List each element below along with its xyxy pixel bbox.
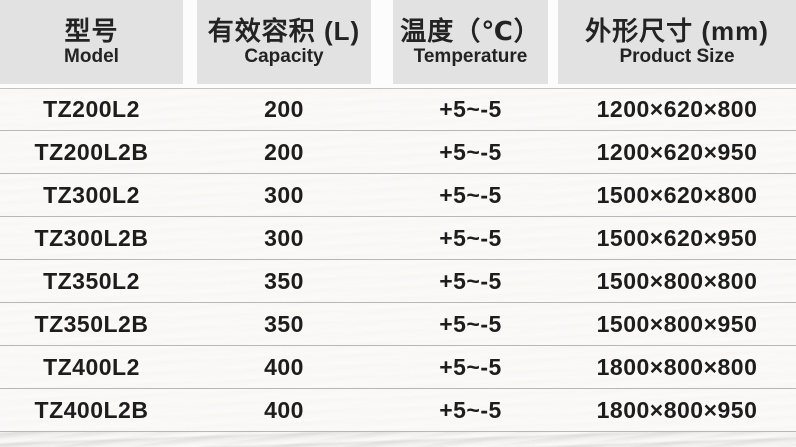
table-row: TZ400L2 400 +5~-5 1800×800×800	[0, 346, 796, 389]
cell-capacity: 200	[264, 138, 304, 165]
header-cell-capacity: 有效容积 (L) Capacity	[197, 0, 371, 84]
cell-model: TZ300L2B	[34, 224, 149, 251]
cell-temperature: +5~-5	[439, 224, 502, 251]
cell-model: TZ200L2	[43, 96, 140, 122]
header-temperature-cn: 温度（℃）	[400, 15, 541, 46]
cell-model: TZ300L2	[43, 181, 140, 208]
header-temperature-en: Temperature	[413, 45, 528, 67]
table-header-row: 型号 Model 有效容积 (L) Capacity 温度（℃） Tempera…	[0, 0, 796, 88]
cell-size: 1800×800×950	[596, 396, 758, 423]
cell-temperature: +5~-5	[439, 181, 502, 208]
cell-model: TZ350L2B	[34, 310, 149, 337]
cell-model: TZ350L2	[43, 267, 140, 294]
cell-model: TZ400L2B	[34, 396, 149, 423]
cell-temperature: +5~-5	[439, 396, 502, 423]
cell-temperature: +5~-5	[439, 353, 502, 380]
cell-temperature: +5~-5	[439, 310, 502, 337]
cell-capacity: 300	[264, 181, 304, 208]
header-model-en: Model	[64, 45, 119, 67]
table-row: TZ350L2 350 +5~-5 1500×800×800	[0, 260, 796, 303]
cell-model: TZ200L2B	[34, 138, 149, 165]
cell-size: 1800×800×800	[596, 353, 758, 380]
cell-capacity: 400	[264, 353, 304, 380]
header-capacity-en: Capacity	[244, 45, 324, 67]
cell-size: 1500×620×800	[596, 181, 758, 208]
cell-capacity: 400	[264, 396, 304, 423]
header-model-cn: 型号	[64, 15, 119, 46]
table-row: TZ400L2B 400 +5~-5 1800×800×950	[0, 389, 796, 432]
cell-size: 1200×620×950	[596, 138, 758, 165]
table-body: TZ200L2 200 +5~-5 1200×620×800 TZ200L2B …	[0, 88, 796, 432]
cell-temperature: +5~-5	[439, 96, 502, 122]
header-product-size-en: Product Size	[619, 45, 735, 67]
cell-size: 1500×620×950	[596, 224, 758, 251]
table-row: TZ300L2B 300 +5~-5 1500×620×950	[0, 217, 796, 260]
cell-temperature: +5~-5	[439, 138, 502, 165]
cell-size: 1500×800×800	[596, 267, 758, 294]
header-capacity-cn: 有效容积 (L)	[207, 15, 361, 46]
header-cell-temperature: 温度（℃） Temperature	[393, 0, 548, 84]
cell-model: TZ400L2	[43, 353, 140, 380]
cell-size: 1500×800×950	[596, 310, 758, 337]
table-row: TZ200L2 200 +5~-5 1200×620×800	[0, 88, 796, 131]
table-row: TZ300L2 300 +5~-5 1500×620×800	[0, 174, 796, 217]
header-cell-model: 型号 Model	[0, 0, 183, 84]
header-product-size-cn: 外形尺寸 (mm)	[585, 15, 769, 46]
cell-size: 1200×620×800	[596, 96, 758, 122]
cell-temperature: +5~-5	[439, 267, 502, 294]
table-row: TZ200L2B 200 +5~-5 1200×620×950	[0, 131, 796, 174]
header-cell-product-size: 外形尺寸 (mm) Product Size	[558, 0, 796, 84]
cell-capacity: 350	[264, 310, 304, 337]
table-row: TZ350L2B 350 +5~-5 1500×800×950	[0, 303, 796, 346]
cell-capacity: 300	[264, 224, 304, 251]
cell-capacity: 350	[264, 267, 304, 294]
cell-capacity: 200	[264, 96, 304, 122]
